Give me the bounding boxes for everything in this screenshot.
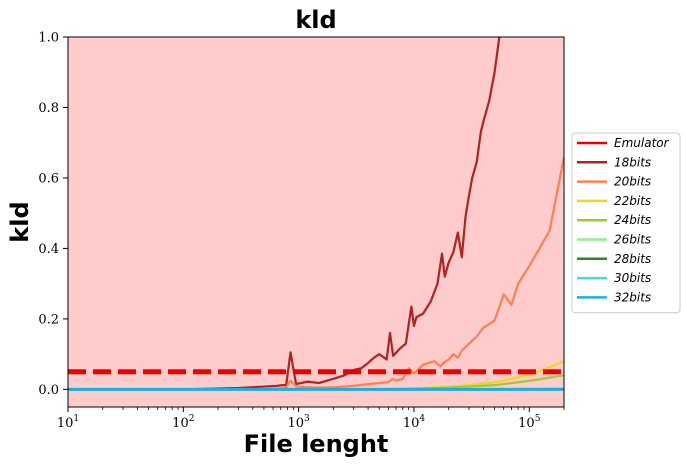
legend-label-24bits: 24bits bbox=[614, 213, 651, 227]
ticks-layer: 101 102 103 104 105 0.0 0.2 0.4 0.6 0.8 1.0 bbox=[38, 31, 565, 431]
y-tick-label: 0.2 bbox=[38, 312, 59, 327]
legend-label-26bits: 26bits bbox=[614, 233, 651, 247]
x-tick-label: 101 bbox=[57, 414, 79, 431]
y-tick-label: 0.8 bbox=[38, 101, 59, 116]
legend: Emulator 18bits 20bits 22bits 24bits 26bits 28… bbox=[571, 132, 681, 314]
y-tick-label: 0.6 bbox=[38, 171, 59, 186]
x-tick-label: 102 bbox=[172, 414, 194, 431]
legend-label-28bits: 28bits bbox=[614, 252, 651, 266]
y-tick-label: 0.4 bbox=[38, 242, 59, 257]
legend-label-30bits: 30bits bbox=[614, 271, 651, 285]
y-axis-label: kld bbox=[6, 201, 34, 242]
plot-frame bbox=[67, 36, 565, 408]
legend-label-22bits: 22bits bbox=[614, 194, 651, 208]
legend-box bbox=[571, 132, 681, 314]
x-axis-label: File lenght bbox=[244, 430, 389, 458]
series-layer bbox=[68, 37, 564, 391]
series-line-20bits bbox=[68, 156, 564, 391]
x-tick-label: 103 bbox=[288, 414, 311, 431]
y-tick-label: 1.0 bbox=[38, 31, 59, 46]
legend-label-32bits: 32bits bbox=[614, 290, 651, 304]
shaded-region bbox=[68, 37, 564, 407]
series-line-18bits bbox=[68, 37, 501, 391]
x-tick-label: 105 bbox=[518, 414, 541, 431]
legend-label-18bits: 18bits bbox=[614, 155, 651, 169]
chart-title: kld bbox=[295, 6, 336, 34]
legend-label-emulator: Emulator bbox=[614, 136, 670, 150]
legend-label-20bits: 20bits bbox=[614, 175, 651, 189]
x-tick-label: 104 bbox=[403, 414, 426, 431]
y-tick-label: 0.0 bbox=[38, 383, 59, 398]
